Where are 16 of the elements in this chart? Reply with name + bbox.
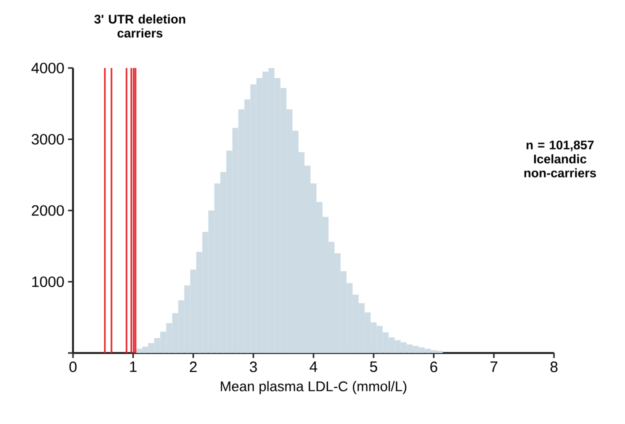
y-tick-label: 4000 — [31, 62, 64, 74]
y-tick-label: 1000 — [32, 276, 64, 288]
y-tick-label: 3000 — [32, 134, 64, 145]
x-axis-title: Mean plasma LDL-C (mmol/L) — [220, 381, 406, 394]
x-tick-label: 6 — [430, 362, 438, 372]
text: 3' UTR deletion carriers — [94, 14, 186, 38]
y-tick-label: 2000 — [32, 205, 64, 216]
x-tick-label: 0 — [69, 362, 77, 372]
x-tick-label: 1 — [130, 362, 137, 372]
x-tick-label: 7 — [490, 362, 498, 372]
x-tick-label: 8 — [550, 362, 558, 372]
annotation: n = 101,857 Icelandic non-carriers — [524, 140, 596, 178]
x-tick-label: 2 — [190, 362, 197, 372]
x-tick-label: 3 — [250, 362, 257, 372]
x-tick-label: 4 — [310, 362, 318, 372]
x-tick-label: 5 — [370, 362, 378, 372]
